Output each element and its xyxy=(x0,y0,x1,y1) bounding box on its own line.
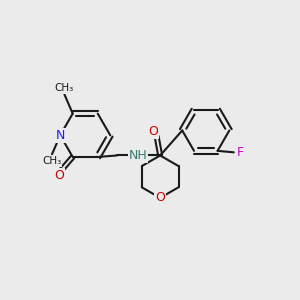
Text: N: N xyxy=(56,129,65,142)
Text: NH: NH xyxy=(129,149,148,162)
Text: CH₃: CH₃ xyxy=(42,156,62,166)
Text: CH₃: CH₃ xyxy=(55,83,74,93)
Text: O: O xyxy=(54,169,64,182)
Text: F: F xyxy=(237,146,244,159)
Text: O: O xyxy=(155,191,165,204)
Text: O: O xyxy=(148,125,158,138)
